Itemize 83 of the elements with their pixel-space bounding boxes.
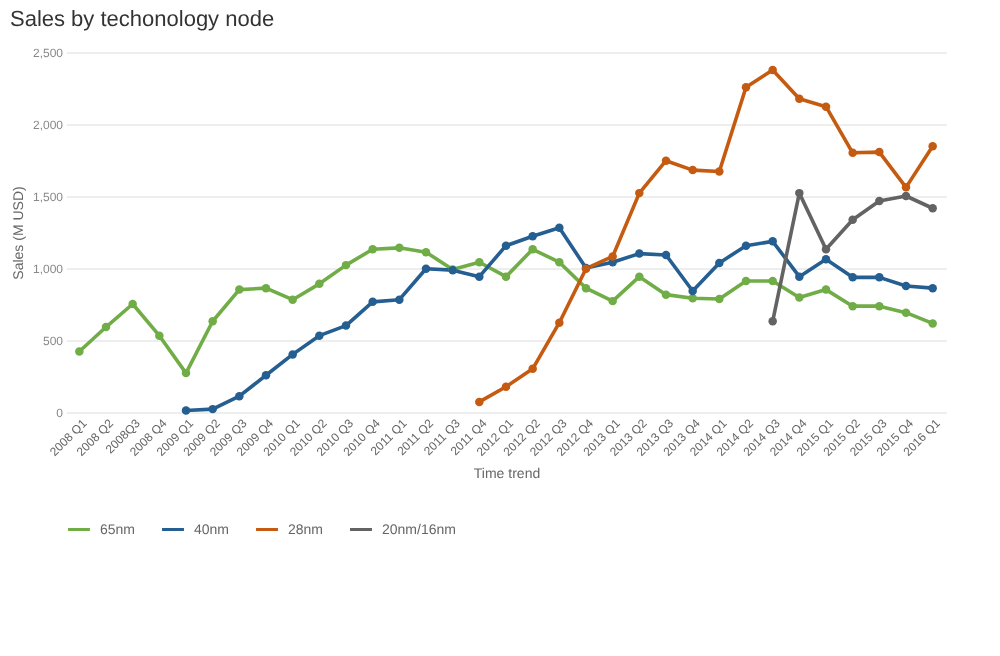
point [795, 272, 804, 281]
chart-title: Sales by techonology node [9, 8, 275, 32]
point [635, 188, 644, 198]
point [261, 283, 271, 293]
point [528, 245, 537, 254]
point [661, 156, 671, 165]
point [848, 215, 857, 224]
point [475, 258, 484, 267]
point [768, 317, 777, 326]
point [795, 94, 804, 104]
point [395, 243, 404, 253]
point [101, 322, 111, 332]
point [341, 321, 351, 330]
point [475, 397, 484, 407]
point [768, 65, 777, 75]
point [848, 148, 857, 158]
point [768, 276, 777, 286]
point [821, 255, 831, 264]
point [395, 295, 404, 304]
point [555, 318, 564, 327]
point [235, 391, 244, 401]
point [368, 297, 377, 307]
point [661, 290, 671, 299]
point [368, 245, 377, 254]
point [715, 167, 724, 176]
point [555, 258, 564, 267]
point [821, 285, 831, 294]
point [928, 283, 937, 293]
point [901, 281, 911, 291]
point [261, 371, 271, 380]
point [235, 285, 244, 294]
point [688, 294, 697, 303]
point [288, 350, 297, 359]
point [501, 382, 511, 392]
point [768, 237, 777, 246]
point [688, 286, 697, 296]
point [875, 196, 884, 206]
point [848, 301, 857, 311]
point [155, 331, 164, 340]
point [315, 279, 324, 289]
point [875, 301, 884, 311]
point [635, 249, 644, 258]
point [341, 260, 351, 270]
point [208, 404, 217, 414]
point [75, 347, 84, 356]
point [528, 232, 537, 241]
point [688, 165, 697, 175]
point [608, 252, 617, 261]
point [501, 241, 511, 250]
point [875, 273, 884, 282]
point [901, 308, 911, 317]
point [608, 296, 617, 306]
point [821, 102, 831, 111]
point [901, 191, 911, 201]
point [928, 319, 937, 328]
point [288, 295, 297, 304]
point [555, 223, 564, 232]
point [741, 241, 751, 250]
point [901, 183, 911, 192]
point [635, 272, 644, 281]
point [208, 317, 217, 326]
point [528, 364, 537, 374]
point [715, 258, 724, 268]
point [928, 142, 937, 151]
point [581, 283, 591, 293]
point [795, 188, 804, 198]
point [421, 247, 431, 257]
point [928, 204, 937, 213]
point [661, 250, 671, 260]
point [475, 272, 484, 281]
point [501, 272, 511, 281]
point [315, 331, 324, 340]
point [741, 276, 751, 286]
point [795, 293, 804, 302]
point [848, 273, 857, 282]
point [821, 245, 831, 254]
point [128, 299, 137, 309]
point [741, 83, 751, 92]
point [875, 147, 884, 157]
point [421, 264, 431, 273]
point [181, 368, 191, 378]
point [715, 294, 724, 304]
point [181, 406, 191, 415]
